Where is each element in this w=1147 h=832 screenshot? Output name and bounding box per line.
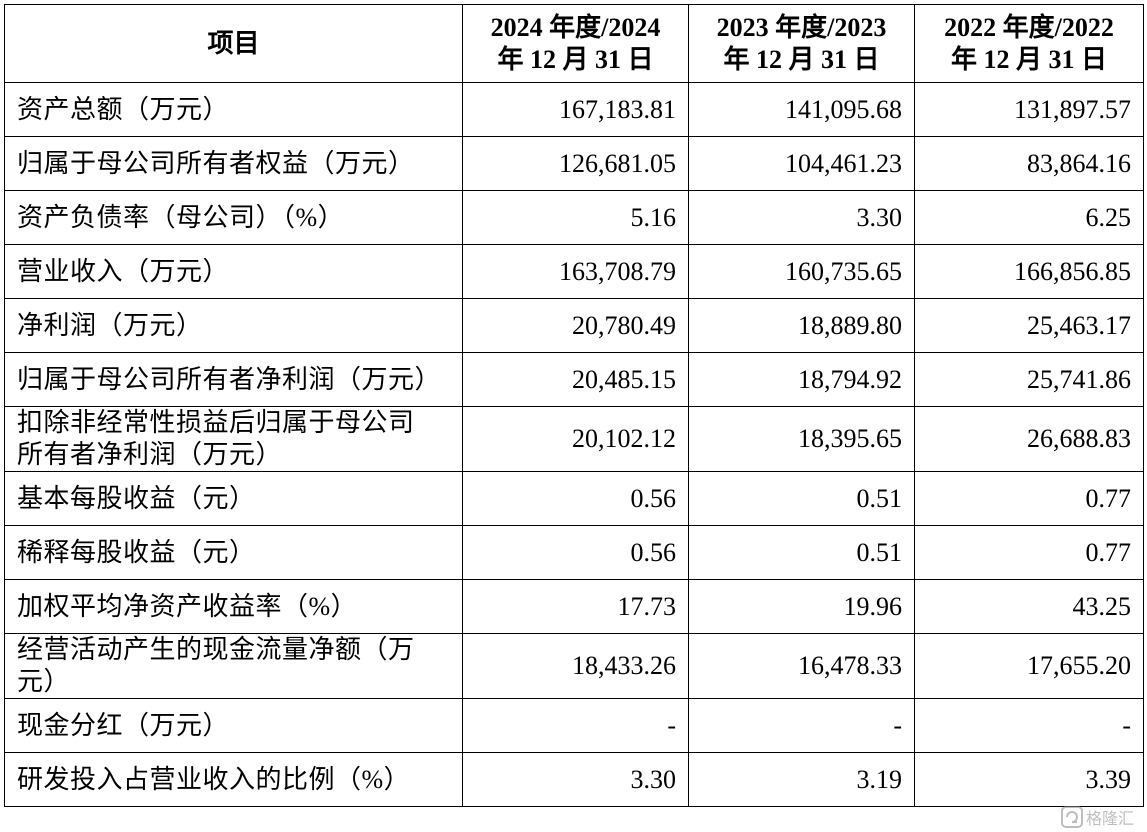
watermark-text: 格隆汇: [1086, 809, 1134, 828]
cell-2022: 0.77: [914, 525, 1144, 580]
header-line-1: 2023 年度/2023: [716, 12, 887, 42]
table-row: 现金分红（万元） - - -: [4, 698, 1144, 753]
cell-2023: 18,889.80: [688, 298, 915, 353]
header-year-2024: 2024 年度/2024 年 12 月 31 日: [462, 4, 689, 83]
cell-2024: 126,681.05: [462, 136, 689, 191]
header-item-label: 项目: [207, 28, 260, 58]
header-line-2: 年 12 月 31 日: [497, 44, 654, 74]
row-label-line-2: 元）: [17, 667, 71, 696]
cell-2022: 0.77: [914, 471, 1144, 526]
cell-2022: 6.25: [914, 190, 1144, 245]
row-label: 扣除非经常性损益后归属于母公司 所有者净利润（万元）: [4, 406, 463, 472]
cell-2024: 3.30: [462, 752, 689, 807]
table-row: 归属于母公司所有者净利润（万元） 20,485.15 18,794.92 25,…: [4, 352, 1144, 407]
row-label-line-1: 扣除非经常性损益后归属于母公司: [17, 408, 415, 437]
cell-2023: 141,095.68: [688, 82, 915, 137]
cell-2022: 166,856.85: [914, 244, 1144, 299]
cell-2024: -: [462, 698, 689, 753]
cell-2024: 0.56: [462, 471, 689, 526]
table-row: 经营活动产生的现金流量净额（万 元） 18,433.26 16,478.33 17…: [4, 633, 1144, 699]
cell-2023: 18,395.65: [688, 406, 915, 472]
table-row: 研发投入占营业收入的比例（%） 3.30 3.19 3.39: [4, 752, 1144, 807]
cell-2022: 25,741.86: [914, 352, 1144, 407]
header-row: 项目 2024 年度/2024 年 12 月 31 日 2023 年度/2023 年…: [4, 4, 1144, 83]
row-label: 加权平均净资产收益率（%）: [4, 579, 463, 634]
cell-2022: 3.39: [914, 752, 1144, 807]
cell-2024: 20,780.49: [462, 298, 689, 353]
row-label: 资产负债率（母公司）（%）: [4, 190, 463, 245]
table-row: 资产总额（万元） 167,183.81 141,095.68 131,897.5…: [4, 82, 1144, 137]
cell-2024: 163,708.79: [462, 244, 689, 299]
cell-2024: 17.73: [462, 579, 689, 634]
cell-2024: 20,102.12: [462, 406, 689, 472]
cell-2023: 0.51: [688, 525, 915, 580]
cell-2022: 83,864.16: [914, 136, 1144, 191]
row-label: 营业收入（万元）: [4, 244, 463, 299]
header-year-2023: 2023 年度/2023 年 12 月 31 日: [688, 4, 915, 83]
cell-2024: 20,485.15: [462, 352, 689, 407]
cell-2022: 25,463.17: [914, 298, 1144, 353]
row-label: 基本每股收益（元）: [4, 471, 463, 526]
financial-data-table: 项目 2024 年度/2024 年 12 月 31 日 2023 年度/2023 年…: [4, 4, 1144, 807]
cell-2023: 18,794.92: [688, 352, 915, 407]
cell-2024: 18,433.26: [462, 633, 689, 699]
header-year-2022: 2022 年度/2022 年 12 月 31 日: [914, 4, 1144, 83]
cell-2023: -: [688, 698, 915, 753]
row-label: 研发投入占营业收入的比例（%）: [4, 752, 463, 807]
header-line-1: 2024 年度/2024: [490, 12, 661, 42]
row-label: 归属于母公司所有者净利润（万元）: [4, 352, 463, 407]
cell-2023: 0.51: [688, 471, 915, 526]
watermark-logo: 格隆汇: [1061, 806, 1134, 828]
cell-2022: 131,897.57: [914, 82, 1144, 137]
table-row: 营业收入（万元） 163,708.79 160,735.65 166,856.8…: [4, 244, 1144, 299]
table-row: 扣除非经常性损益后归属于母公司 所有者净利润（万元） 20,102.12 18,3…: [4, 406, 1144, 472]
table-row: 稀释每股收益（元） 0.56 0.51 0.77: [4, 525, 1144, 580]
table-row: 基本每股收益（元） 0.56 0.51 0.77: [4, 471, 1144, 526]
row-label: 稀释每股收益（元）: [4, 525, 463, 580]
cell-2022: 17,655.20: [914, 633, 1144, 699]
row-label-line-2: 所有者净利润（万元）: [17, 440, 283, 469]
table-row: 归属于母公司所有者权益（万元） 126,681.05 104,461.23 83…: [4, 136, 1144, 191]
row-label: 净利润（万元）: [4, 298, 463, 353]
cell-2022: -: [914, 698, 1144, 753]
row-label: 经营活动产生的现金流量净额（万 元）: [4, 633, 463, 699]
row-label: 现金分红（万元）: [4, 698, 463, 753]
cell-2023: 104,461.23: [688, 136, 915, 191]
cell-2023: 160,735.65: [688, 244, 915, 299]
row-label-line-1: 经营活动产生的现金流量净额（万: [17, 635, 415, 664]
cell-2024: 5.16: [462, 190, 689, 245]
cell-2024: 0.56: [462, 525, 689, 580]
cell-2023: 19.96: [688, 579, 915, 634]
cell-2022: 43.25: [914, 579, 1144, 634]
row-label: 资产总额（万元）: [4, 82, 463, 137]
table-row: 加权平均净资产收益率（%） 17.73 19.96 43.25: [4, 579, 1144, 634]
header-item: 项目: [4, 4, 463, 83]
cell-2023: 3.30: [688, 190, 915, 245]
header-line-1: 2022 年度/2022: [944, 12, 1114, 42]
table-row: 资产负债率（母公司）（%） 5.16 3.30 6.25: [4, 190, 1144, 245]
cell-2024: 167,183.81: [462, 82, 689, 137]
header-line-2: 年 12 月 31 日: [723, 44, 880, 74]
cell-2023: 3.19: [688, 752, 915, 807]
cell-2023: 16,478.33: [688, 633, 915, 699]
row-label: 归属于母公司所有者权益（万元）: [4, 136, 463, 191]
header-line-2: 年 12 月 31 日: [950, 44, 1107, 74]
cell-2022: 26,688.83: [914, 406, 1144, 472]
table-row: 净利润（万元） 20,780.49 18,889.80 25,463.17: [4, 298, 1144, 353]
